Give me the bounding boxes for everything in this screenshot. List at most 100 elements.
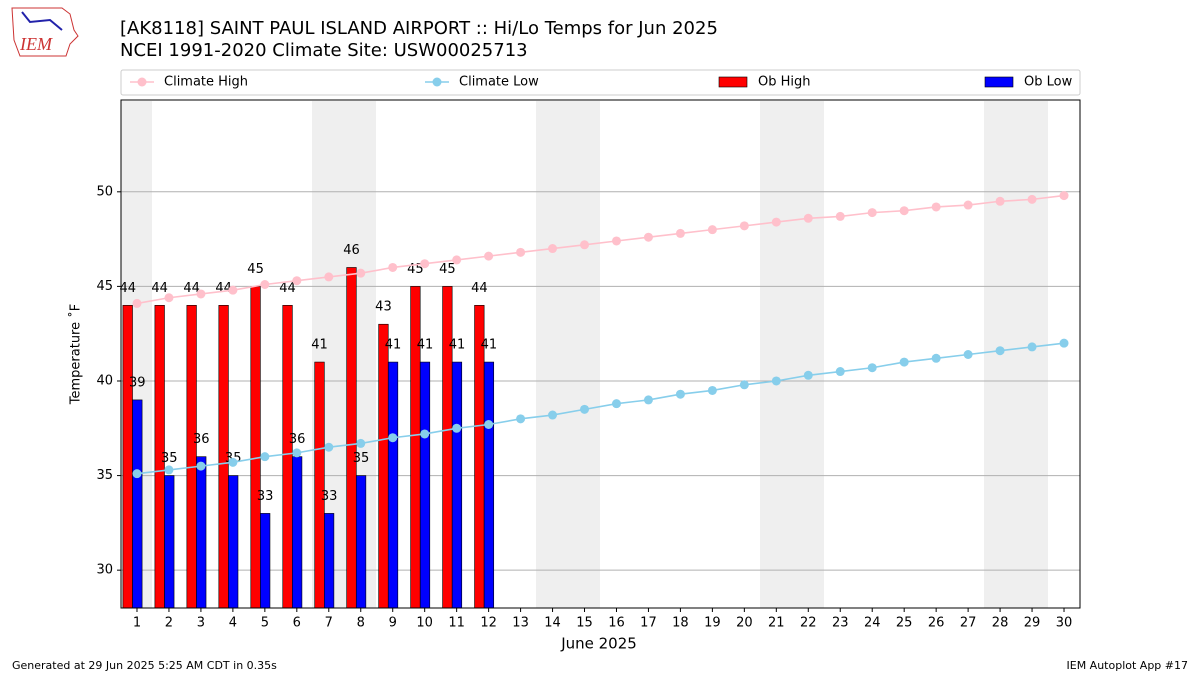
point [899, 206, 909, 216]
legend-swatch [984, 76, 1014, 88]
bar [355, 475, 367, 609]
data-label: 41 [481, 338, 498, 353]
point [611, 236, 621, 246]
point [995, 346, 1005, 356]
point [803, 370, 813, 380]
point [484, 251, 494, 261]
x-tick-label: 30 [1056, 616, 1073, 631]
x-tick-label: 12 [480, 616, 497, 631]
x-tick-label: 15 [576, 616, 593, 631]
point [931, 202, 941, 212]
point [835, 367, 845, 377]
x-tick-label: 5 [261, 616, 269, 631]
point [675, 389, 685, 399]
data-label: 35 [161, 451, 178, 466]
x-tick-label: 18 [672, 616, 689, 631]
x-tick-label: 20 [736, 616, 753, 631]
x-tick-label: 6 [293, 616, 301, 631]
point [228, 285, 238, 295]
bar [324, 513, 335, 609]
x-tick-label: 10 [416, 616, 433, 631]
data-label: 43 [375, 300, 392, 315]
y-tick-label: 30 [96, 563, 113, 578]
x-tick-label: 21 [768, 616, 785, 631]
point [228, 457, 238, 467]
data-label: 36 [289, 432, 306, 447]
point [484, 419, 494, 429]
data-label: 44 [471, 281, 488, 296]
data-label: 35 [353, 451, 370, 466]
line [136, 342, 1065, 475]
bar [228, 475, 239, 609]
x-tick-label: 4 [229, 616, 237, 631]
bar [132, 399, 143, 609]
point [580, 404, 590, 414]
bar [378, 323, 389, 609]
data-label: 41 [417, 338, 434, 353]
legend-label: Climate Low [459, 75, 539, 90]
legend-swatch [718, 76, 748, 88]
point [356, 438, 366, 448]
data-label: 46 [343, 243, 360, 258]
chart-title: [AK8118] SAINT PAUL ISLAND AIRPORT :: Hi… [120, 18, 718, 39]
point [164, 465, 174, 475]
point [1059, 191, 1069, 201]
x-tick-label: 8 [357, 616, 365, 631]
bar [410, 286, 421, 609]
point [324, 272, 334, 282]
y-axis-label: Temperature ˚F [68, 304, 84, 405]
y-tick-label: 45 [96, 279, 113, 294]
bar [260, 513, 271, 609]
x-tick-label: 3 [197, 616, 205, 631]
x-tick-label: 19 [704, 616, 721, 631]
bar [282, 305, 293, 609]
x-tick-label: 27 [960, 616, 977, 631]
data-label: 41 [449, 338, 466, 353]
bar [387, 361, 399, 609]
x-tick-label: 23 [832, 616, 849, 631]
point [452, 423, 462, 433]
point [164, 293, 174, 303]
plot-frame [120, 99, 1081, 609]
point [132, 469, 142, 479]
y-tick-label: 35 [96, 468, 113, 483]
logo: IEM [11, 7, 79, 57]
point [867, 363, 877, 373]
point [1027, 342, 1037, 352]
legend-box [120, 69, 1081, 96]
bar [346, 267, 357, 609]
point [452, 255, 462, 265]
logo-text: IEM [19, 34, 53, 54]
point [388, 262, 398, 272]
point [260, 280, 270, 290]
x-tick-label: 22 [800, 616, 817, 631]
data-label: 45 [439, 262, 456, 277]
footer-right: IEM Autoplot App #17 [1067, 659, 1189, 672]
x-axis-label: June 2025 [560, 635, 637, 653]
point [1027, 194, 1037, 204]
bar [419, 361, 431, 609]
point [580, 240, 590, 250]
data-label: 41 [385, 338, 402, 353]
data-label: 44 [183, 281, 200, 296]
point [931, 353, 941, 363]
point [516, 414, 526, 424]
x-tick-label: 28 [992, 616, 1009, 631]
point [196, 289, 206, 299]
x-tick-label: 24 [864, 616, 881, 631]
point [835, 211, 845, 221]
point [643, 395, 653, 405]
x-tick-label: 1 [133, 616, 141, 631]
data-label: 39 [129, 375, 146, 390]
point [771, 376, 781, 386]
point [739, 380, 749, 390]
data-label: 33 [321, 489, 338, 504]
logo-outline [11, 7, 79, 57]
x-tick-label: 9 [389, 616, 397, 631]
point [707, 225, 717, 235]
weekend-band [536, 101, 600, 608]
point [1059, 338, 1069, 348]
point [963, 350, 973, 359]
x-tick-label: 25 [896, 616, 913, 631]
